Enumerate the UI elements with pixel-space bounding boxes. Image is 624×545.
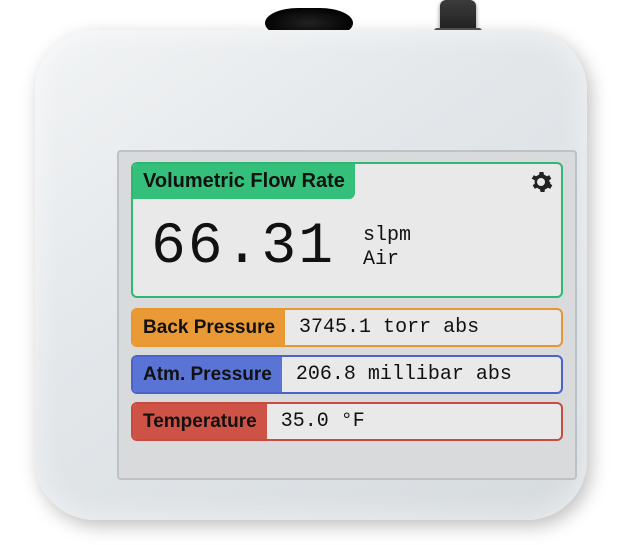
primary-unit-1: slpm	[363, 224, 411, 248]
back-pressure-row: Back Pressure 3745.1 torr abs	[131, 308, 563, 347]
temperature-label: Temperature	[133, 404, 267, 439]
display-screen: Volumetric Flow Rate 66.31 slpm Air Back…	[117, 150, 577, 480]
back-pressure-value: 3745.1 torr abs	[285, 310, 561, 345]
primary-value: 66.31	[151, 215, 335, 280]
atm-pressure-row: Atm. Pressure 206.8 millibar abs	[131, 355, 563, 394]
gear-icon	[529, 170, 553, 194]
device-body: Volumetric Flow Rate 66.31 slpm Air Back…	[35, 30, 587, 520]
primary-label: Volumetric Flow Rate	[133, 164, 355, 199]
back-pressure-label: Back Pressure	[133, 310, 285, 345]
primary-unit-2: Air	[363, 248, 411, 272]
settings-button[interactable]	[521, 166, 561, 198]
atm-pressure-label: Atm. Pressure	[133, 357, 282, 392]
temperature-value: 35.0 °F	[267, 404, 561, 439]
primary-units: slpm Air	[363, 224, 411, 272]
primary-reading-panel: Volumetric Flow Rate 66.31 slpm Air	[131, 162, 563, 298]
atm-pressure-value: 206.8 millibar abs	[282, 357, 561, 392]
temperature-row: Temperature 35.0 °F	[131, 402, 563, 441]
